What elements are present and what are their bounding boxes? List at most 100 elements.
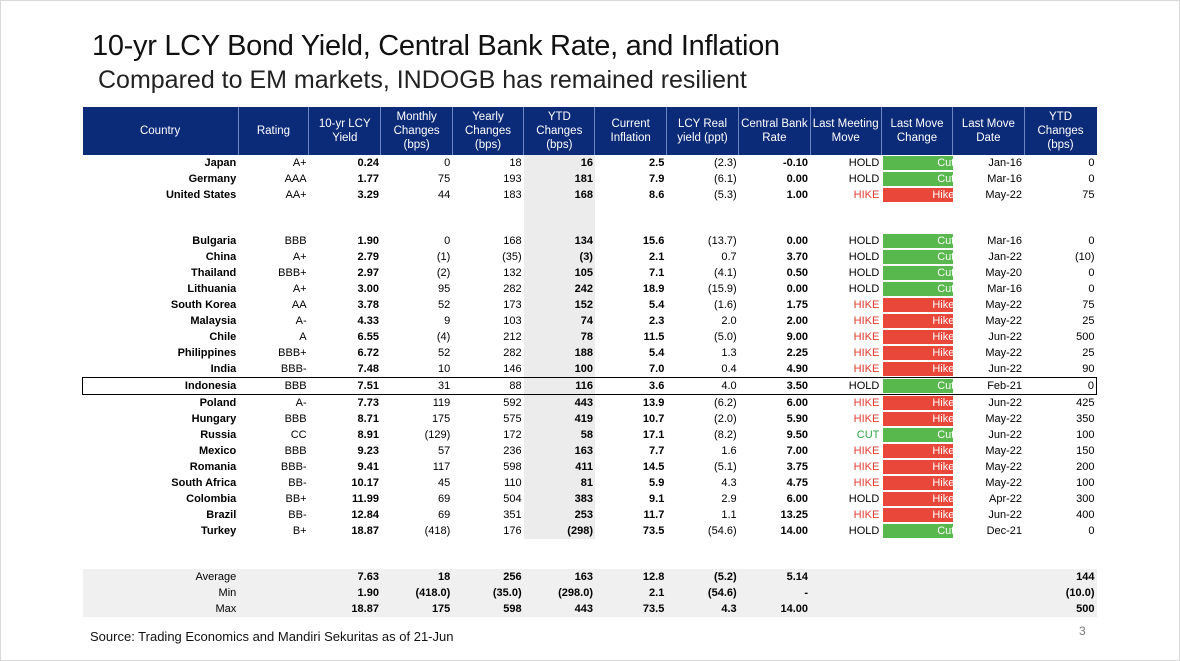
real-yield-cell: 0.4 bbox=[721, 363, 737, 375]
ytd-change-cell: (298) bbox=[523, 523, 595, 539]
yearly-change-cell: 168 bbox=[503, 235, 522, 247]
meeting-move-cell: HOLD bbox=[848, 157, 880, 169]
monthly-change-cell: (418.0) bbox=[380, 585, 453, 601]
move-date-cell: May-20 bbox=[985, 267, 1023, 279]
table-row: Russia CC 8.91 (129) 172 58 17.1 (8.2) 9.50 CUT Cu… bbox=[83, 427, 1097, 443]
summary-row: Min 1.90 (418.0) (35.0) (298.0) 2.1 (54.6) - (10… bbox=[82, 585, 1097, 601]
move-date-cell: May-22 bbox=[985, 299, 1023, 311]
move-change-cell: Hike bbox=[881, 345, 953, 361]
move-change-badge: Cut bbox=[883, 428, 953, 442]
cb-rate-cell: 14.00 bbox=[738, 601, 811, 617]
move-change-badge: Hike bbox=[883, 444, 953, 458]
rating-cell: A bbox=[299, 331, 307, 343]
rating-cell: AA bbox=[291, 299, 307, 311]
move-change-cell: Cut bbox=[881, 249, 953, 265]
meeting-move-cell: HIKE bbox=[853, 397, 880, 409]
inflation-cell: 5.9 bbox=[649, 477, 665, 489]
empty-cell bbox=[238, 569, 309, 585]
inflation-cell: 7.9 bbox=[649, 173, 665, 185]
cb-rate-cell: -0.10 bbox=[782, 157, 809, 169]
real-yield-cell: 4.3 bbox=[721, 477, 737, 489]
yield-cell: 8.71 bbox=[357, 413, 379, 425]
ytd-change-cell: 78 bbox=[523, 329, 595, 345]
inflation-cell: 12.8 bbox=[594, 569, 667, 585]
inflation-cell: 9.1 bbox=[649, 493, 665, 505]
ytd-change-cell: 419 bbox=[523, 411, 595, 427]
yearly-change-cell: (35.0) bbox=[452, 585, 524, 601]
move-change-cell: Cut bbox=[881, 233, 953, 249]
yearly-change-cell: 351 bbox=[503, 509, 522, 521]
cb-rate-cell: 13.25 bbox=[780, 509, 809, 521]
move-date-cell: Dec-21 bbox=[986, 525, 1023, 537]
move-change-cell: Cut bbox=[881, 171, 953, 187]
rating-cell: A- bbox=[295, 315, 307, 327]
yield-cell: 7.48 bbox=[357, 363, 379, 375]
real-yield-cell: 1.6 bbox=[721, 445, 737, 457]
empty-cell bbox=[238, 601, 309, 617]
summary-row: Average 7.63 18 256 163 12.8 (5.2) 5.14 144 bbox=[82, 569, 1097, 585]
move-change-badge: Cut bbox=[883, 282, 953, 296]
move-date-cell: Jun-22 bbox=[988, 331, 1023, 343]
yearly-change-cell: 256 bbox=[452, 569, 524, 585]
monthly-change-cell: 95 bbox=[438, 283, 451, 295]
real-yield-cell: 2.0 bbox=[721, 315, 737, 327]
empty-cell bbox=[952, 585, 1025, 601]
meeting-move-cell: HOLD bbox=[848, 235, 880, 247]
real-yield-cell: 2.9 bbox=[721, 493, 737, 505]
cb-rate-cell: 3.70 bbox=[786, 251, 809, 263]
move-change-badge: Hike bbox=[883, 314, 953, 328]
rating-cell: A- bbox=[295, 397, 307, 409]
ytd-bps-cell: 25 bbox=[1082, 347, 1095, 359]
move-change-cell: Hike bbox=[881, 491, 953, 507]
rating-cell: BB- bbox=[288, 509, 307, 521]
ytd-bps-cell: 500 bbox=[1024, 601, 1097, 617]
monthly-change-cell: 57 bbox=[438, 445, 451, 457]
yield-cell: 1.90 bbox=[308, 585, 381, 601]
ytd-change-cell: 100 bbox=[523, 361, 595, 378]
inflation-cell: 2.5 bbox=[649, 157, 665, 169]
inflation-cell: 15.6 bbox=[642, 235, 665, 247]
country-cell: Thailand bbox=[191, 267, 237, 279]
real-yield-cell: (6.2) bbox=[714, 397, 737, 409]
table-row: China A+ 2.79 (1) (35) (3) 2.1 0.7 3.70 HOLD Cut Ja… bbox=[83, 249, 1097, 265]
cb-rate-cell: 14.00 bbox=[780, 525, 809, 537]
country-cell: Indonesia bbox=[82, 377, 239, 395]
table-row: Germany AAA 1.77 75 193 181 7.9 (6.1) 0.00 HOLD Cu… bbox=[83, 171, 1097, 187]
move-change-badge: Hike bbox=[883, 508, 953, 522]
yearly-change-cell: 598 bbox=[503, 461, 522, 473]
yearly-change-cell: 176 bbox=[503, 525, 522, 537]
ytd-change-cell: 242 bbox=[523, 281, 595, 297]
real-yield-cell: (6.1) bbox=[714, 173, 737, 185]
yearly-change-cell: 110 bbox=[504, 477, 522, 489]
move-date-cell: Jun-22 bbox=[988, 429, 1023, 441]
monthly-change-cell: 18 bbox=[380, 569, 453, 585]
move-change-badge: Cut bbox=[883, 250, 953, 264]
ytd-change-cell: 443 bbox=[523, 601, 595, 617]
meeting-move-cell: HIKE bbox=[853, 189, 880, 201]
meeting-move-cell: HIKE bbox=[853, 477, 880, 489]
ytd-change-cell: (298.0) bbox=[523, 585, 595, 601]
rating-cell: BBB+ bbox=[278, 267, 307, 279]
monthly-change-cell: (1) bbox=[436, 251, 451, 263]
ytd-change-cell: 105 bbox=[523, 265, 595, 281]
yearly-change-cell: 592 bbox=[503, 397, 522, 409]
ytd-change-cell: 443 bbox=[523, 394, 595, 411]
cb-rate-cell: 0.00 bbox=[786, 235, 809, 247]
inflation-cell: 18.9 bbox=[642, 283, 665, 295]
move-date-cell: Jun-22 bbox=[988, 509, 1023, 521]
ytd-bps-cell: 300 bbox=[1076, 493, 1095, 505]
move-change-badge: Cut bbox=[883, 379, 953, 393]
ytd-change-cell: 134 bbox=[523, 233, 595, 249]
yearly-change-cell: 172 bbox=[503, 429, 522, 441]
ytd-bps-cell: 425 bbox=[1076, 397, 1095, 409]
ytd-bps-cell: (10.0) bbox=[1024, 585, 1097, 601]
table-header-row: Country Rating 10-yr LCY Yield Monthly C… bbox=[82, 107, 1097, 155]
page-number: 3 bbox=[1079, 624, 1086, 638]
move-change-badge: Cut bbox=[883, 234, 953, 248]
yield-cell: 2.97 bbox=[357, 267, 379, 279]
ytd-bps-cell: 25 bbox=[1082, 315, 1095, 327]
real-yield-cell: (5.1) bbox=[714, 461, 737, 473]
yield-cell: 7.73 bbox=[357, 397, 379, 409]
monthly-change-cell: (418) bbox=[424, 525, 451, 537]
country-cell: Mexico bbox=[198, 445, 237, 457]
